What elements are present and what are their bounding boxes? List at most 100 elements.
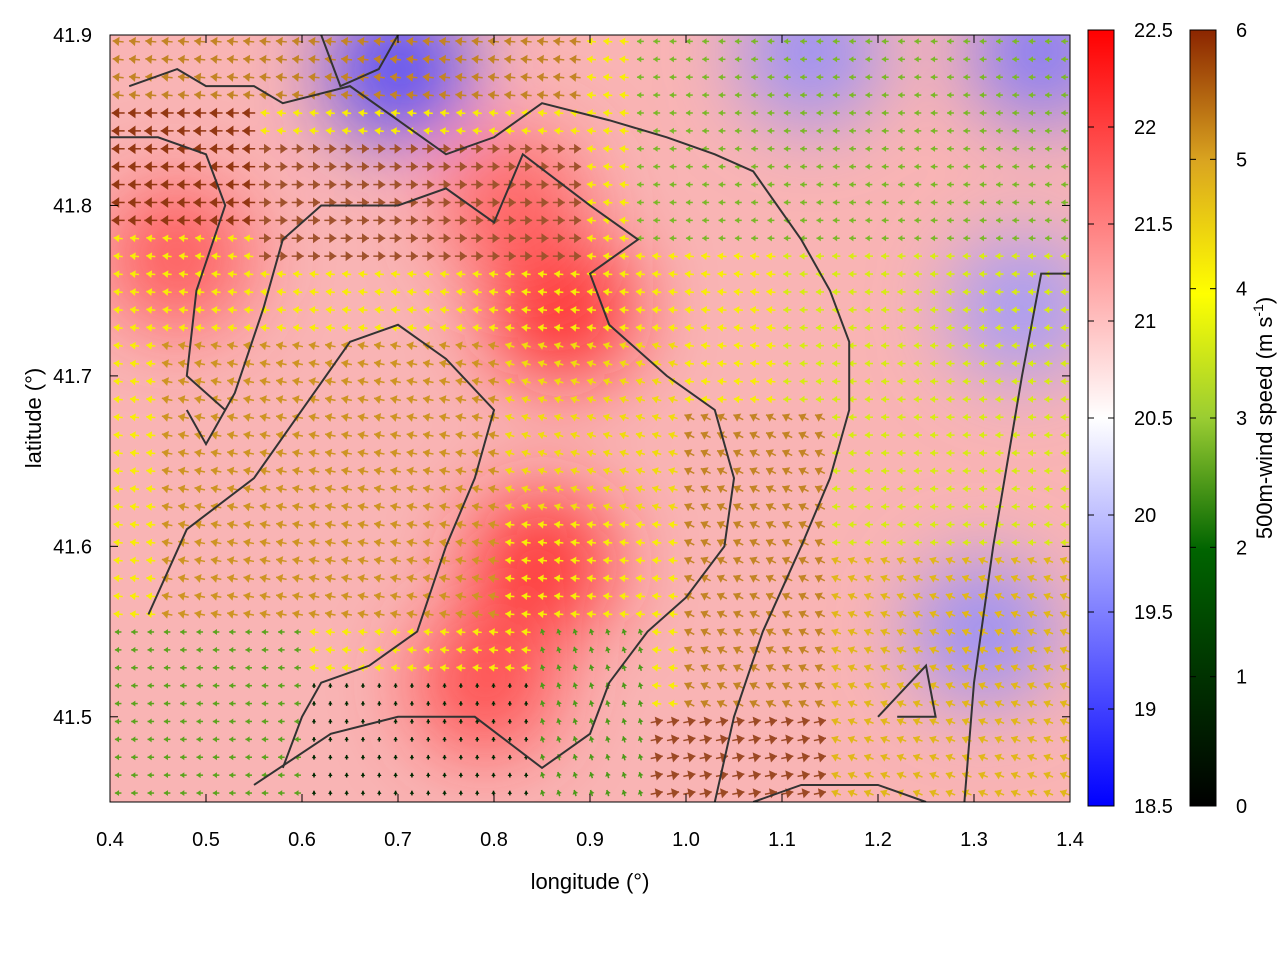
wind-arrow xyxy=(603,449,613,458)
y-tick-label: 41.5 xyxy=(53,707,92,729)
wind-arrow xyxy=(619,377,629,386)
wind-arrow xyxy=(229,772,236,779)
wind-arrow xyxy=(194,341,206,351)
wind-arrow xyxy=(393,701,398,706)
wind-arrow xyxy=(422,359,434,369)
wind-arrow xyxy=(212,790,220,797)
wind-arrow xyxy=(471,484,483,494)
wind-arrow xyxy=(1043,682,1054,690)
wind-arrow xyxy=(1028,485,1037,493)
temperature-hotspot xyxy=(740,35,881,123)
wind-arrow xyxy=(586,520,597,529)
wind-arrow xyxy=(847,789,858,798)
wind-arrow xyxy=(912,592,923,601)
wind-arrow xyxy=(1043,753,1054,762)
wind-arrow xyxy=(1028,359,1037,368)
wind-arrow xyxy=(621,646,628,654)
x-tick-label: 1.2 xyxy=(864,829,892,851)
wind-arrow xyxy=(113,538,123,547)
wind-arrow xyxy=(782,449,793,458)
wind-arrow xyxy=(979,377,988,385)
wind-arrow xyxy=(700,502,711,512)
wind-arrow xyxy=(782,520,793,530)
wind-arrow xyxy=(733,628,744,637)
wind-arrow xyxy=(749,413,760,422)
wind-arrow xyxy=(896,753,907,762)
wind-arrow xyxy=(357,359,369,369)
wind-arrow xyxy=(635,377,646,386)
wind-arrow xyxy=(455,359,467,369)
wind-arrow xyxy=(716,449,728,458)
wind-arrow xyxy=(619,485,629,493)
wind-arrow xyxy=(847,699,858,708)
wind-arrow xyxy=(783,359,792,368)
wind-arrow xyxy=(245,754,252,761)
wind-arrow xyxy=(864,342,873,350)
wind-arrow xyxy=(684,449,695,458)
wind-arrow xyxy=(979,413,988,421)
wind-arrow xyxy=(1010,771,1021,780)
wind-arrow xyxy=(848,521,857,529)
wind-arrow xyxy=(572,628,579,636)
wind-arrow xyxy=(212,629,220,635)
wind-arrow xyxy=(650,752,663,763)
wind-arrow xyxy=(1059,628,1070,637)
wind-arrow xyxy=(814,574,826,583)
wind-arrow xyxy=(1044,359,1053,368)
wind-arrow xyxy=(309,323,319,332)
wind-arrow xyxy=(684,592,695,601)
wind-arrow xyxy=(863,646,874,655)
wind-arrow xyxy=(229,790,236,797)
wind-arrow xyxy=(652,574,662,583)
wind-arrow xyxy=(294,646,301,653)
wind-arrow xyxy=(572,718,579,725)
wind-arrow xyxy=(259,448,271,458)
wind-arrow xyxy=(863,574,874,583)
wind-arrow xyxy=(344,737,349,742)
wind-arrow xyxy=(668,610,678,619)
wind-arrow xyxy=(488,341,499,351)
wind-arrow xyxy=(259,395,271,404)
wind-arrow xyxy=(701,323,711,332)
wind-arrow xyxy=(539,682,546,689)
wind-arrow xyxy=(521,467,531,476)
wind-arrow xyxy=(848,503,857,511)
wind-arrow xyxy=(278,700,285,707)
wind-arrow xyxy=(324,430,336,440)
wind-arrow xyxy=(210,556,222,566)
wind-arrow xyxy=(832,359,841,368)
wind-arrow xyxy=(1044,538,1053,547)
wind-arrow xyxy=(684,574,695,583)
wind-arrow xyxy=(308,359,320,369)
wind-arrow xyxy=(360,772,366,778)
wind-arrow xyxy=(1060,449,1069,457)
wind-arrow xyxy=(765,520,777,530)
wind-arrow xyxy=(637,753,644,761)
wind-arrow xyxy=(880,753,891,762)
wind-arrow xyxy=(619,538,629,547)
wind-arrow xyxy=(978,556,989,565)
wind-arrow xyxy=(194,466,206,476)
wind-arrow xyxy=(324,395,336,404)
wind-arrow xyxy=(651,467,662,476)
wind-arrow xyxy=(147,736,155,743)
colorbar-tick-label: 18.5 xyxy=(1134,796,1173,818)
wind-arrow xyxy=(1044,342,1053,350)
wind-arrow xyxy=(814,467,826,476)
wind-arrow xyxy=(539,789,546,797)
wind-arrow xyxy=(180,790,187,797)
wind-arrow xyxy=(259,520,271,530)
wind-arrow xyxy=(995,538,1004,547)
wind-arrow xyxy=(556,682,562,689)
wind-arrow xyxy=(196,772,204,779)
wind-arrow xyxy=(570,467,580,476)
wind-arrow xyxy=(554,342,564,350)
wind-arrow xyxy=(716,556,728,565)
wind-arrow xyxy=(588,682,595,689)
colorbar-tick-label: 21 xyxy=(1134,311,1156,333)
wind-arrow xyxy=(243,591,255,601)
wind-arrow xyxy=(831,646,842,655)
wind-arrow xyxy=(572,753,579,761)
wind-arrow xyxy=(1027,753,1038,762)
wind-arrow xyxy=(113,485,123,493)
